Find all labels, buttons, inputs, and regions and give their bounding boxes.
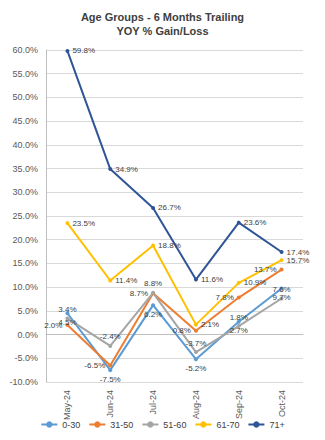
svg-text:13.7%: 13.7% [254, 265, 277, 274]
svg-text:6.2%: 6.2% [144, 310, 162, 319]
svg-text:30.0%: 30.0% [12, 187, 38, 197]
svg-text:0.0%: 0.0% [17, 330, 38, 340]
svg-text:15.0%: 15.0% [12, 258, 38, 268]
svg-text:Age Groups - 6 Months Trailing: Age Groups - 6 Months Trailing [81, 11, 244, 23]
svg-text:-2.4%: -2.4% [100, 332, 121, 341]
svg-text:Aug-24: Aug-24 [191, 390, 201, 419]
svg-text:5.0%: 5.0% [17, 306, 38, 316]
svg-text:4.5%: 4.5% [58, 317, 77, 327]
svg-text:Oct-24: Oct-24 [277, 390, 287, 417]
svg-text:20.0%: 20.0% [12, 235, 38, 245]
svg-text:10.9%: 10.9% [244, 278, 267, 287]
svg-text:23.5%: 23.5% [72, 219, 95, 228]
svg-text:15.7%: 15.7% [287, 256, 310, 265]
svg-text:2.0%: 2.0% [44, 321, 62, 330]
svg-text:71+: 71+ [269, 420, 284, 430]
svg-text:50.0%: 50.0% [12, 92, 38, 102]
svg-text:0-30: 0-30 [62, 420, 80, 430]
svg-text:51-60: 51-60 [163, 420, 186, 430]
svg-text:59.8%: 59.8% [72, 46, 95, 55]
svg-text:7.8%: 7.8% [216, 293, 234, 302]
svg-text:35.0%: 35.0% [12, 164, 38, 174]
svg-text:Sep-24: Sep-24 [234, 390, 244, 419]
svg-text:Jul-24: Jul-24 [148, 390, 158, 415]
svg-text:0.8%: 0.8% [173, 326, 191, 335]
svg-text:-3.7%: -3.7% [185, 339, 206, 348]
svg-text:YOY % Gain/Loss: YOY % Gain/Loss [116, 25, 208, 37]
svg-text:17.4%: 17.4% [287, 248, 310, 257]
svg-text:26.7%: 26.7% [158, 203, 181, 212]
svg-text:40.0%: 40.0% [12, 140, 38, 150]
svg-text:Jun-24: Jun-24 [105, 390, 115, 418]
svg-text:7.6%: 7.6% [272, 285, 290, 294]
svg-text:55.0%: 55.0% [12, 69, 38, 79]
svg-text:-5.0%: -5.0% [14, 353, 38, 363]
svg-text:10.0%: 10.0% [12, 282, 38, 292]
svg-text:61-70: 61-70 [216, 420, 239, 430]
svg-text:2.1%: 2.1% [201, 320, 219, 329]
svg-text:3.4%: 3.4% [58, 305, 76, 314]
svg-text:-6.5%: -6.5% [84, 361, 105, 370]
svg-text:2.7%: 2.7% [230, 326, 248, 335]
svg-text:23.6%: 23.6% [244, 218, 267, 227]
svg-text:-10.0%: -10.0% [9, 377, 38, 387]
svg-text:8.7%: 8.7% [130, 289, 148, 298]
svg-text:11.6%: 11.6% [201, 275, 223, 284]
svg-text:34.9%: 34.9% [115, 165, 138, 174]
svg-text:-7.5%: -7.5% [100, 375, 121, 384]
svg-text:8.8%: 8.8% [144, 279, 162, 288]
svg-text:-5.2%: -5.2% [185, 364, 206, 373]
svg-text:1.8%: 1.8% [230, 313, 248, 322]
svg-text:60.0%: 60.0% [12, 45, 38, 55]
svg-text:45.0%: 45.0% [12, 116, 38, 126]
svg-text:18.8%: 18.8% [158, 241, 181, 250]
svg-text:25.0%: 25.0% [12, 211, 38, 221]
svg-text:May-24: May-24 [62, 390, 72, 420]
svg-text:11.4%: 11.4% [115, 276, 137, 285]
svg-text:9.7%: 9.7% [272, 293, 290, 302]
svg-text:31-50: 31-50 [110, 420, 133, 430]
